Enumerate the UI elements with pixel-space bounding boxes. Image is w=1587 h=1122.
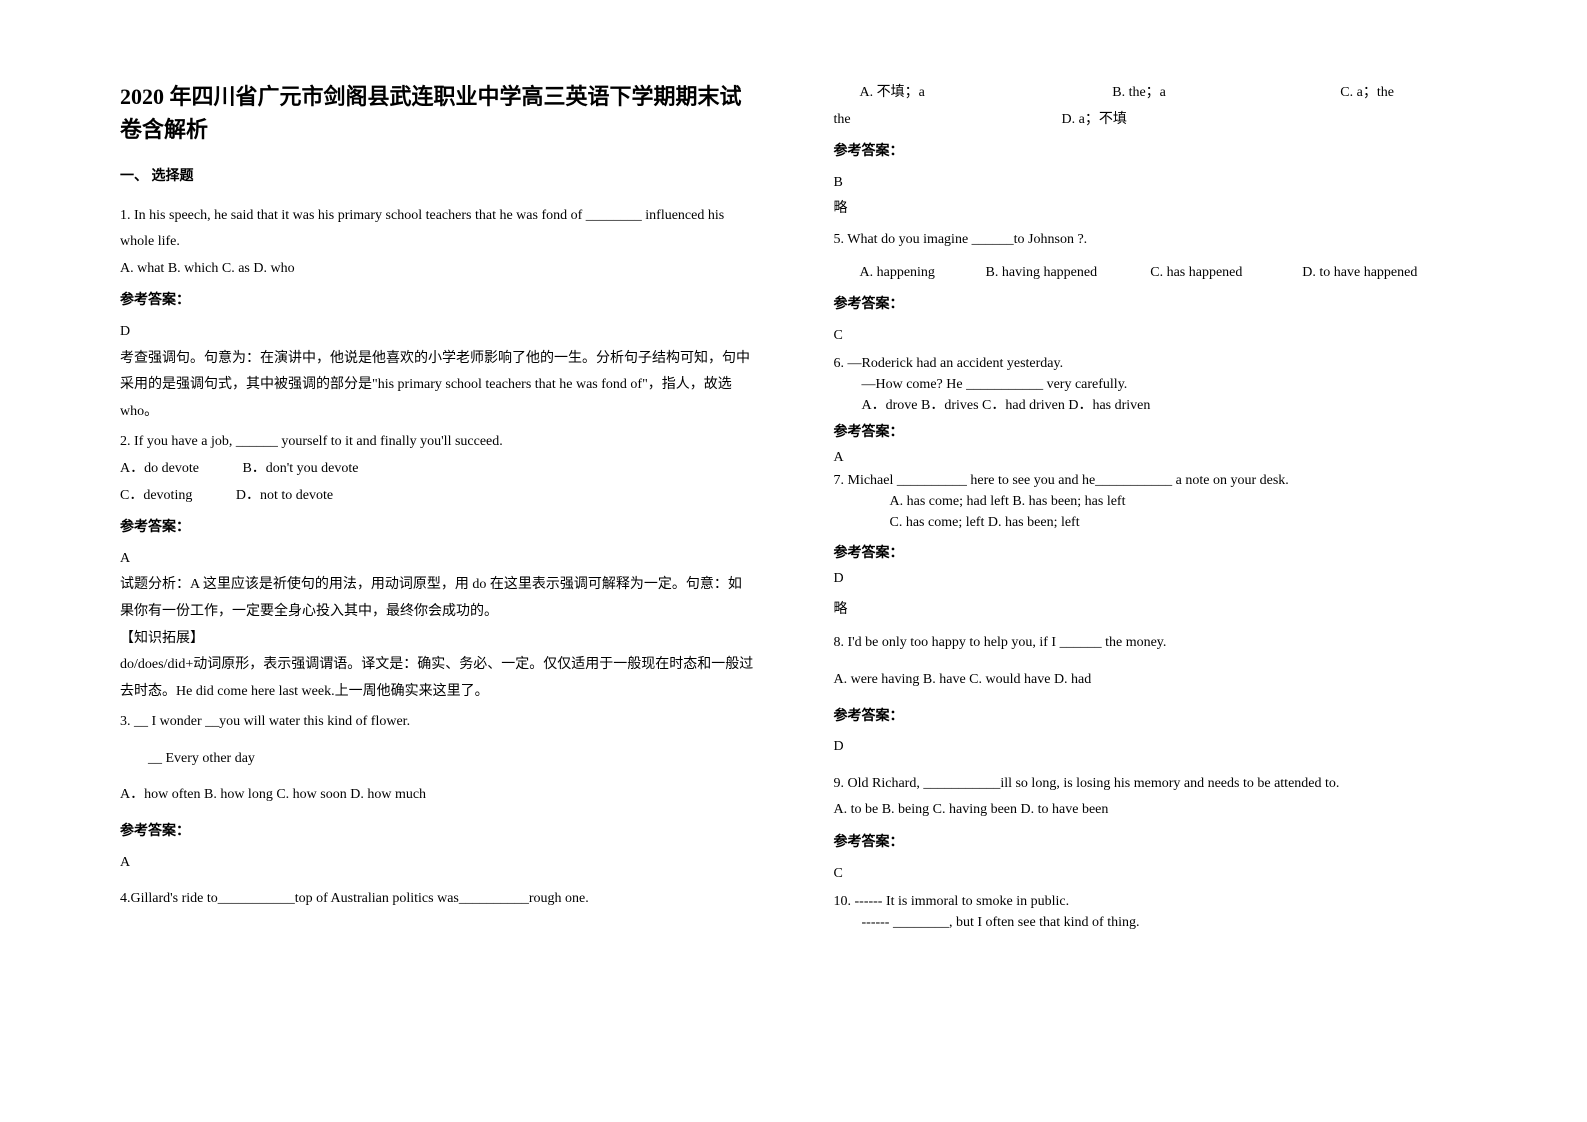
question-options: A．do devote B．don't you devote: [120, 456, 754, 483]
question-line: 10. ------ It is immoral to smoke in pub…: [834, 891, 1468, 912]
answer-label: 参考答案：: [120, 515, 754, 542]
question-options: A. were having B. have C. would have D. …: [834, 667, 1468, 694]
question-options: A．drove B．drives C．had driven D．has driv…: [834, 395, 1468, 416]
question-stem: 1. In his speech, he said that it was hi…: [120, 203, 754, 256]
answer-value: B: [834, 170, 1468, 197]
question-options: A. what B. which C. as D. who: [120, 256, 754, 283]
option-b: B. the；a: [1112, 80, 1340, 107]
question-options-row: the D. a；不填: [834, 107, 1468, 134]
answer-label: 参考答案：: [834, 139, 1468, 166]
explanation-text: 试题分析：A 这里应该是祈使句的用法，用动词原型，用 do 在这里表示强调可解释…: [120, 572, 754, 625]
answer-label: 参考答案：: [834, 830, 1468, 857]
answer-value: C: [834, 861, 1468, 888]
option-c: C. has happened: [1150, 260, 1302, 287]
question-8: 8. I'd be only too happy to help you, if…: [834, 630, 1468, 760]
option-a: A. happening: [834, 260, 986, 287]
question-line: 6. —Roderick had an accident yesterday.: [834, 353, 1468, 374]
explanation-text: 考查强调句。句意为：在演讲中，他说是他喜欢的小学老师影响了他的一生。分析句子结构…: [120, 346, 754, 426]
question-options: C．devoting D．not to devote: [120, 483, 754, 510]
question-options: A. to be B. being C. having been D. to h…: [834, 797, 1468, 824]
question-stem: 8. I'd be only too happy to help you, if…: [834, 630, 1468, 657]
answer-value: A: [120, 850, 754, 877]
option-a: A．do devote: [120, 456, 199, 483]
question-stem: 2. If you have a job, ______ yourself to…: [120, 429, 754, 456]
explanation-text: 略: [834, 196, 1468, 223]
explanation-text: 略: [834, 599, 1468, 620]
document-title: 2020 年四川省广元市剑阁县武连职业中学高三英语下学期期末试卷含解析: [120, 80, 754, 146]
section-heading: 一、 选择题: [120, 164, 754, 191]
option-c: C．devoting: [120, 483, 192, 510]
answer-value: C: [834, 323, 1468, 350]
question-7: 7. Michael __________ here to see you an…: [834, 470, 1468, 620]
option-d: D. to have happened: [1302, 260, 1467, 287]
question-stem: 4.Gillard's ride to___________top of Aus…: [120, 886, 754, 913]
option-b: B．don't you devote: [242, 456, 358, 483]
answer-label: 参考答案：: [834, 704, 1468, 731]
explanation-heading: 【知识拓展】: [120, 626, 754, 653]
answer-label: 参考答案：: [834, 292, 1468, 319]
question-stem: 7. Michael __________ here to see you an…: [834, 470, 1468, 491]
question-stem: 5. What do you imagine ______to Johnson …: [834, 227, 1468, 254]
option-b: B. having happened: [986, 260, 1151, 287]
question-6: 6. —Roderick had an accident yesterday. …: [834, 353, 1468, 468]
question-5: 5. What do you imagine ______to Johnson …: [834, 227, 1468, 349]
question-line: ------ ________, but I often see that ki…: [834, 912, 1468, 933]
answer-label: 参考答案：: [120, 288, 754, 315]
question-2: 2. If you have a job, ______ yourself to…: [120, 429, 754, 705]
question-options-line: C. has come; left D. has been; left: [834, 512, 1468, 533]
answer-label: 参考答案：: [834, 543, 1468, 564]
question-4-continued: A. 不填；a B. the；a C. a；the the D. a；不填 参考…: [834, 80, 1468, 223]
answer-value: D: [834, 734, 1468, 761]
answer-value: A: [120, 546, 754, 573]
question-stem: 9. Old Richard, ___________ill so long, …: [834, 771, 1468, 798]
question-4-stem: 4.Gillard's ride to___________top of Aus…: [120, 886, 754, 913]
question-1: 1. In his speech, he said that it was hi…: [120, 203, 754, 426]
question-stem: 3. __ I wonder __you will water this kin…: [120, 709, 754, 736]
right-column: A. 不填；a B. the；a C. a；the the D. a；不填 参考…: [794, 80, 1488, 1082]
question-9: 9. Old Richard, ___________ill so long, …: [834, 771, 1468, 887]
answer-label: 参考答案：: [834, 422, 1468, 443]
question-line: —How come? He ___________ very carefully…: [834, 374, 1468, 395]
left-column: 2020 年四川省广元市剑阁县武连职业中学高三英语下学期期末试卷含解析 一、 选…: [100, 80, 794, 1082]
question-options: A．how often B. how long C. how soon D. h…: [120, 782, 754, 809]
answer-value: D: [120, 319, 754, 346]
option-c: C. a；the: [1340, 80, 1467, 107]
answer-value: A: [834, 447, 1468, 468]
option-d: D．not to devote: [236, 483, 333, 510]
question-10: 10. ------ It is immoral to smoke in pub…: [834, 891, 1468, 933]
question-options: A. happening B. having happened C. has h…: [834, 260, 1468, 287]
option-a: A. 不填；a: [834, 80, 1113, 107]
question-options-row: A. 不填；a B. the；a C. a；the: [834, 80, 1468, 107]
option-d: D. a；不填: [1062, 107, 1127, 134]
question-options-line: A. has come; had left B. has been; has l…: [834, 491, 1468, 512]
question-3: 3. __ I wonder __you will water this kin…: [120, 709, 754, 876]
explanation-text: do/does/did+动词原形，表示强调谓语。译文是：确实、务必、一定。仅仅适…: [120, 652, 754, 705]
question-line: __ Every other day: [120, 746, 754, 773]
answer-value: D: [834, 568, 1468, 589]
answer-label: 参考答案：: [120, 819, 754, 846]
